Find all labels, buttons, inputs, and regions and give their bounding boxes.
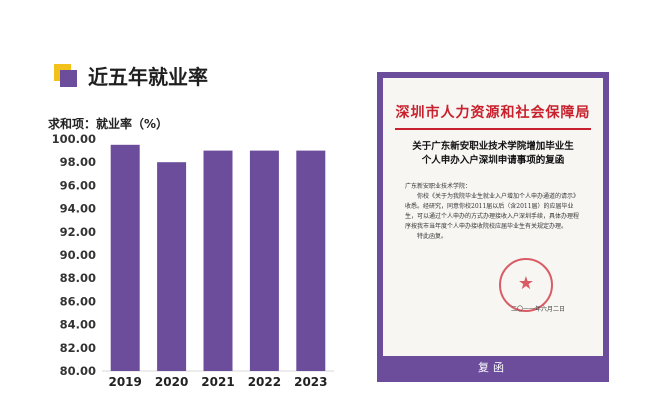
y-tick-label: 82.00	[60, 341, 96, 355]
bar-2020	[157, 162, 187, 371]
y-tick-label: 90.00	[60, 248, 96, 262]
section-title: 近五年就业率	[88, 65, 208, 89]
letter-subject: 关于广东新安职业技术学院增加毕业生 个人申办入户深圳申请事项的复函	[383, 140, 603, 168]
letter-body: 广东新安职业技术学院： 你校《关于为我院毕业生就业入户增加个人申办通道的请示》收…	[405, 182, 583, 242]
y-tick-label: 88.00	[60, 271, 96, 285]
letter-closing: 特此函复。	[417, 233, 448, 240]
letter-date: 二〇一一年六月二日	[511, 306, 566, 313]
y-tick-label: 80.00	[60, 364, 96, 378]
letter-subject-line-1: 关于广东新安职业技术学院增加毕业生	[412, 141, 574, 152]
letter-salutation: 广东新安职业技术学院：	[405, 183, 472, 190]
employment-rate-bar-chart: 求和项：就业率（%） 80.00 82.00 84.00 86.00 88.00 90.0…	[48, 116, 334, 389]
document-caption: 复函	[478, 361, 508, 374]
y-axis-ticks: 80.00 82.00 84.00 86.00 88.00 90.00 92.00 94.00…	[52, 132, 96, 378]
letter-subject-line-2: 个人申办入户深圳申请事项的复函	[421, 155, 565, 166]
y-tick-label: 94.00	[60, 202, 96, 216]
y-axis-label: 求和项：就业率（%）	[48, 116, 168, 131]
y-tick-label: 100.00	[52, 132, 96, 146]
letter-body-text: 你校《关于为我院毕业生就业入户增加个人申办通道的请示》收悉。经研究，同意你校20…	[405, 193, 580, 230]
y-tick-label: 84.00	[60, 318, 96, 332]
bar-2021	[203, 150, 233, 371]
official-seal-icon: ★	[499, 258, 553, 312]
letter-header-rule	[395, 128, 591, 130]
y-tick-label: 92.00	[60, 225, 96, 239]
y-tick-label: 96.00	[60, 178, 96, 192]
y-tick-label: 98.00	[60, 155, 96, 169]
y-tick-label: 86.00	[60, 294, 96, 308]
title-square-icon	[54, 64, 78, 88]
x-axis-ticks: 2019 2020 2021 2022 2023	[108, 375, 327, 389]
bar-2023	[296, 150, 326, 371]
x-tick-label: 2019	[108, 375, 141, 389]
letter-org-header: 深圳市人力资源和社会保障局	[395, 105, 591, 121]
bar-2019	[110, 144, 140, 371]
x-tick-label: 2020	[155, 375, 188, 389]
bar-2022	[249, 150, 279, 371]
x-tick-label: 2021	[201, 375, 234, 389]
document-frame: 深圳市人力资源和社会保障局 关于广东新安职业技术学院增加毕业生 个人申办入户深圳…	[377, 72, 609, 382]
x-tick-label: 2022	[248, 375, 281, 389]
x-tick-label: 2023	[294, 375, 327, 389]
bar-series	[110, 144, 326, 371]
reply-letter-image: 深圳市人力资源和社会保障局 关于广东新安职业技术学院增加毕业生 个人申办入户深圳…	[383, 78, 603, 356]
